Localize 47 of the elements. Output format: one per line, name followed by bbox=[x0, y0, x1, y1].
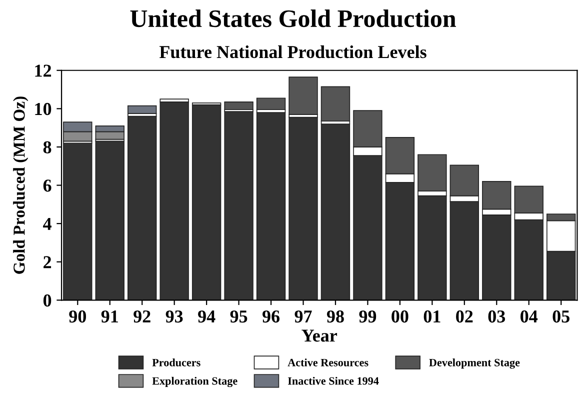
y-tick-label: 8 bbox=[43, 141, 52, 154]
x-tick-label: 90 bbox=[69, 310, 86, 323]
x-tick-label: 05 bbox=[552, 310, 570, 323]
legend-label: Active Resources bbox=[288, 358, 368, 366]
y-tick-label: 2 bbox=[44, 256, 52, 268]
legend-label: Development Stage bbox=[429, 358, 520, 369]
legend-label: Inactive Since 1994 bbox=[288, 376, 379, 385]
bar bbox=[320, 124, 350, 300]
x-tick-label: 95 bbox=[230, 310, 248, 323]
x-tick-label: 99 bbox=[359, 310, 376, 323]
x-tick-label: 00 bbox=[392, 310, 408, 323]
y-axis-title: Gold Produced (MM Oz) bbox=[13, 96, 28, 274]
y-tick-label: 10 bbox=[35, 102, 52, 116]
x-axis-title: Year bbox=[302, 330, 338, 342]
bar bbox=[63, 142, 92, 300]
bar bbox=[256, 98, 286, 110]
bar bbox=[128, 105, 157, 114]
x-tick-label: 92 bbox=[134, 310, 150, 323]
bar bbox=[224, 102, 254, 110]
y-tick-label: 4 bbox=[43, 218, 52, 230]
y-tick-label: 6 bbox=[43, 180, 52, 192]
bar bbox=[95, 140, 124, 300]
x-tick-label: 04 bbox=[520, 310, 538, 323]
y-tick-label: 0 bbox=[43, 294, 52, 307]
bar bbox=[160, 102, 189, 300]
legend-label: Producers bbox=[152, 358, 200, 366]
x-tick-label: 01 bbox=[424, 310, 440, 323]
chart-subtitle: Future National Production Levels bbox=[159, 45, 426, 58]
x-tick-label: 91 bbox=[101, 310, 118, 323]
legend-label: Exploration Stage bbox=[152, 376, 238, 388]
x-tick-label: 94 bbox=[198, 310, 216, 323]
bar bbox=[256, 112, 286, 300]
x-tick-label: 02 bbox=[456, 310, 473, 323]
bar bbox=[192, 104, 222, 300]
x-tick-label: 03 bbox=[488, 310, 506, 323]
x-tick-label: 98 bbox=[326, 310, 344, 323]
x-tick-label: 96 bbox=[262, 310, 280, 323]
bar bbox=[224, 111, 254, 300]
bar bbox=[320, 86, 350, 122]
x-tick-label: 97 bbox=[294, 310, 312, 323]
bar bbox=[418, 195, 447, 300]
bar bbox=[288, 76, 318, 115]
bar bbox=[128, 116, 157, 300]
x-tick-label: 93 bbox=[166, 310, 183, 323]
y-tick-label: 12 bbox=[35, 64, 52, 77]
bar bbox=[288, 116, 318, 300]
chart-title: United States Gold Production bbox=[130, 10, 456, 28]
